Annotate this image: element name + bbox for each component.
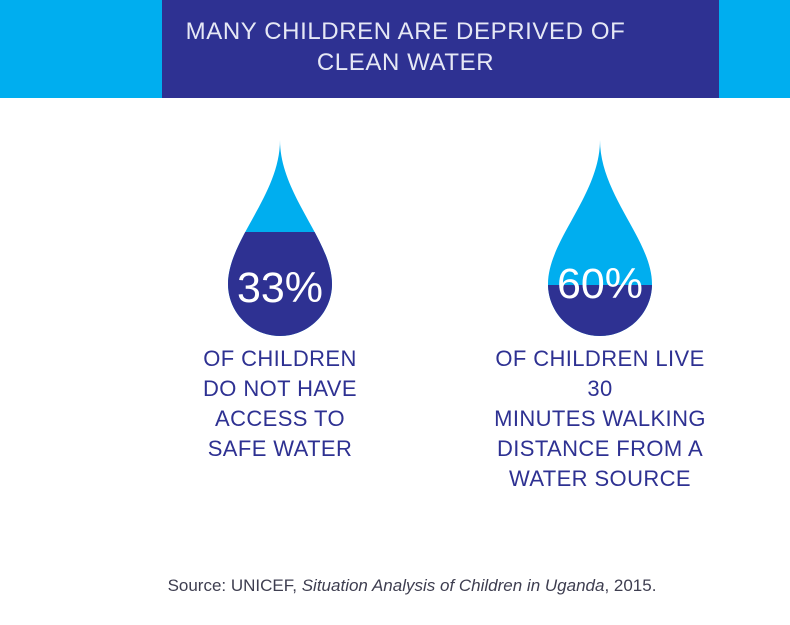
water-drop-right: 60%	[548, 140, 652, 336]
water-drop-icon: 60%	[548, 140, 652, 336]
stat-column-safe-water: 33% OF CHILDREN DO NOT HAVE ACCESS TO SA…	[160, 140, 400, 464]
header-accent-left	[0, 0, 162, 98]
source-citation: Source: UNICEF, Situation Analysis of Ch…	[0, 574, 790, 598]
percent-label: 33%	[237, 264, 323, 312]
stat-caption: OF CHILDREN DO NOT HAVE ACCESS TO SAFE W…	[203, 346, 357, 461]
header-banner: MANY CHILDREN ARE DEPRIVED OF CLEAN WATE…	[162, 0, 719, 98]
source-title: Situation Analysis of Children in Uganda	[301, 576, 605, 595]
stat-caption: OF CHILDREN LIVE 30 MINUTES WALKING DIST…	[494, 346, 706, 491]
source-suffix: , 2015.	[604, 576, 657, 595]
stat-column-water-source: 60% OF CHILDREN LIVE 30 MINUTES WALKING …	[480, 140, 720, 494]
drop-fill-dark	[228, 232, 332, 336]
page-title: MANY CHILDREN ARE DEPRIVED OF CLEAN WATE…	[185, 18, 626, 76]
source-prefix: Source: UNICEF,	[167, 576, 302, 595]
water-drop-icon: 33%	[228, 140, 332, 336]
header-band: MANY CHILDREN ARE DEPRIVED OF CLEAN WATE…	[0, 0, 790, 98]
header-accent-right	[719, 0, 790, 98]
water-drop-left: 33%	[228, 140, 332, 336]
percent-label: 60%	[557, 260, 643, 308]
